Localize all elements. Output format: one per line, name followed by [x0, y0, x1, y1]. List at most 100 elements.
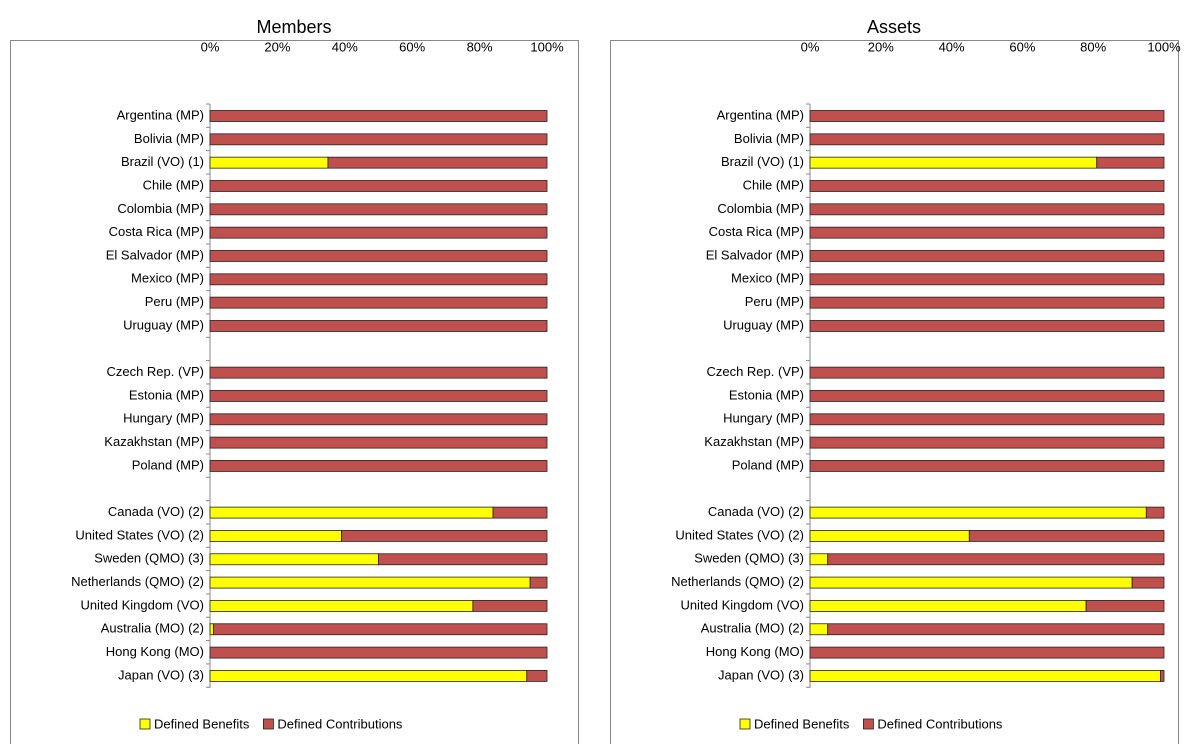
y-tick-label: Estonia (MP): [729, 387, 804, 402]
y-tick-label: United Kingdom (VO): [680, 597, 804, 612]
y-tick-label: Brazil (VO) (1): [721, 154, 804, 169]
y-tick-label: United States (VO) (2): [75, 527, 204, 542]
bar: [209, 670, 528, 682]
bar: [209, 156, 329, 169]
bar: [809, 670, 1161, 682]
x-tick-label: 0%: [801, 39, 820, 54]
legend-swatch: [739, 718, 751, 730]
x-tick-label: 100%: [530, 39, 564, 54]
y-tick-label: Estonia (MP): [129, 387, 204, 402]
y-tick-label: Argentina (MP): [117, 107, 204, 122]
bar: [809, 576, 1133, 589]
legend-label: Defined Benefits: [154, 716, 250, 731]
y-tick-label: Costa Rica (MP): [709, 224, 804, 239]
bar: [209, 530, 342, 542]
y-tick-label: El Salvador (MP): [706, 247, 804, 262]
y-tick-label: Kazakhstan (MP): [104, 434, 204, 449]
y-tick-label: Uruguay (MP): [723, 317, 804, 332]
x-tick-label: 60%: [399, 39, 425, 54]
bar: [209, 413, 548, 426]
y-tick-label: Canada (VO) (2): [108, 504, 204, 519]
bar: [209, 320, 548, 332]
bar: [209, 600, 474, 612]
bar: [809, 110, 1165, 122]
bar: [209, 436, 548, 449]
bar: [1085, 600, 1165, 612]
y-tick-label: Sweden (QMO) (3): [94, 551, 204, 566]
y-tick-label: Peru (MP): [745, 294, 804, 309]
bar: [212, 623, 548, 636]
y-tick-label: Uruguay (MP): [123, 317, 204, 332]
bar: [209, 133, 548, 146]
bar: [492, 506, 548, 519]
bar: [809, 366, 1165, 379]
y-tick-label: Hungary (MP): [123, 411, 204, 426]
bar: [809, 600, 1087, 612]
bar: [209, 273, 548, 286]
bar: [209, 250, 548, 262]
legend-swatch: [863, 718, 874, 730]
y-tick-label: Netherlands (QMO) (2): [671, 574, 804, 589]
bar: [809, 506, 1147, 519]
bar: [209, 203, 548, 216]
bar: [209, 366, 548, 379]
y-tick-label: Hungary (MP): [723, 411, 804, 426]
y-tick-label: Mexico (MP): [731, 271, 804, 286]
bar: [809, 460, 1165, 472]
y-tick-label: Costa Rica (MP): [109, 224, 204, 239]
legend-swatch: [139, 718, 151, 730]
bar: [1160, 670, 1165, 682]
y-tick-label: Poland (MP): [132, 457, 204, 472]
y-tick-label: Mexico (MP): [131, 271, 204, 286]
bar: [809, 390, 1165, 402]
bar: [809, 296, 1165, 309]
x-tick-label: 60%: [1009, 39, 1035, 54]
bar: [378, 553, 548, 566]
y-tick-label: Colombia (MP): [117, 201, 204, 216]
bar: [809, 250, 1165, 262]
bar: [529, 576, 548, 589]
x-tick-label: 100%: [1147, 39, 1181, 54]
bar: [809, 646, 1165, 659]
bar: [1096, 156, 1165, 169]
bar: [809, 413, 1165, 426]
y-tick-label: United Kingdom (VO): [80, 597, 204, 612]
y-tick-label: Argentina (MP): [717, 107, 804, 122]
y-tick-label: Chile (MP): [743, 177, 804, 192]
bar: [809, 156, 1098, 169]
legend-swatch: [263, 718, 274, 730]
bar: [809, 273, 1165, 286]
y-tick-label: Netherlands (QMO) (2): [71, 574, 204, 589]
y-tick-label: Kazakhstan (MP): [704, 434, 804, 449]
bar: [809, 133, 1165, 146]
x-tick-label: 20%: [264, 39, 290, 54]
bar: [472, 600, 548, 612]
bar: [209, 623, 214, 636]
bar: [209, 576, 531, 589]
legend-label: Defined Contributions: [877, 716, 1003, 731]
bar: [827, 553, 1165, 566]
y-tick-label: Bolivia (MP): [734, 131, 804, 146]
bar: [827, 623, 1165, 636]
bar: [209, 296, 548, 309]
y-tick-label: Brazil (VO) (1): [121, 154, 204, 169]
bar: [341, 530, 548, 542]
x-tick-label: 80%: [467, 39, 493, 54]
y-tick-label: El Salvador (MP): [106, 247, 204, 262]
y-tick-label: Peru (MP): [145, 294, 204, 309]
bar: [209, 553, 379, 566]
bar: [209, 110, 548, 122]
y-tick-label: Australia (MO) (2): [701, 621, 804, 636]
y-tick-label: Czech Rep. (VP): [106, 364, 204, 379]
bar: [209, 506, 494, 519]
bar: [209, 226, 548, 239]
bar: [809, 553, 829, 566]
y-tick-label: Chile (MP): [143, 177, 204, 192]
bar: [968, 530, 1165, 542]
y-tick-label: Japan (VO) (3): [718, 667, 804, 682]
chart-title: Members: [256, 17, 331, 37]
panel-frame: [10, 40, 579, 749]
y-tick-label: United States (VO) (2): [675, 527, 804, 542]
bar: [209, 460, 548, 472]
y-tick-label: Japan (VO) (3): [118, 667, 204, 682]
